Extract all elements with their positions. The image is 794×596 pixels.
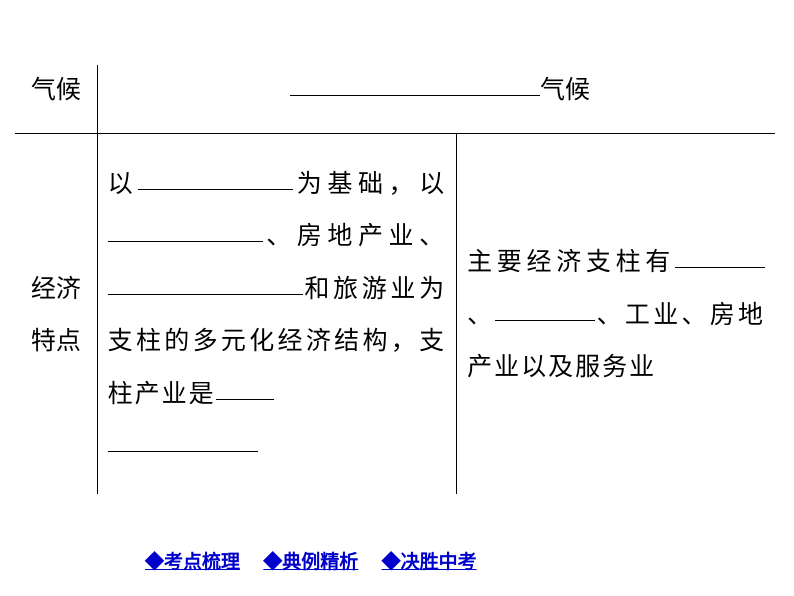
comparison-table: 气候 经济特点 以 为基础，以、房地产业、和旅游业为支柱的多元化经济结构，支柱产业… — [15, 65, 775, 494]
economy-row: 经济特点 以 为基础，以、房地产业、和旅游业为支柱的多元化经济结构，支柱产业是 主… — [15, 133, 775, 494]
col2-blank3 — [108, 270, 303, 295]
col2-seg4: 和旅游业为支柱的多元化经济结构，支柱产业是 — [108, 276, 446, 408]
nav-link-juesheng[interactable]: ◆决胜中考 — [382, 552, 477, 573]
climate-suffix: 气候 — [540, 77, 590, 104]
economy-col3: 主要经济支柱有、、工业、房地产业以及服务业 — [457, 133, 775, 494]
col2-seg1: 以 — [108, 171, 139, 198]
col2-seg3: 、房地产业、 — [263, 223, 446, 250]
nav-link-dianli[interactable]: ◆典例精析 — [263, 552, 358, 573]
col2-blank5 — [108, 427, 258, 452]
col2-seg2: 为基础，以 — [293, 171, 446, 198]
col3-seg1: 主要经济支柱有 — [467, 249, 675, 276]
economy-label-text: 经济特点 — [31, 276, 81, 356]
climate-blank — [290, 71, 540, 96]
economy-col2: 以 为基础，以、房地产业、和旅游业为支柱的多元化经济结构，支柱产业是 — [97, 133, 456, 494]
col2-blank1 — [138, 165, 293, 190]
climate-label: 气候 — [15, 65, 97, 133]
footer-nav: ◆考点梳理 ◆典例精析 ◆决胜中考 — [145, 547, 495, 574]
col3-blank2 — [495, 296, 595, 321]
col2-blank2 — [108, 217, 263, 242]
climate-value-overlay: 气候 — [110, 65, 770, 133]
col3-blank1 — [675, 243, 765, 268]
col2-blank4 — [216, 375, 274, 400]
nav-link-kaodian[interactable]: ◆考点梳理 — [145, 552, 240, 573]
col3-seg2: 、 — [467, 302, 495, 329]
economy-label: 经济特点 — [15, 133, 97, 494]
